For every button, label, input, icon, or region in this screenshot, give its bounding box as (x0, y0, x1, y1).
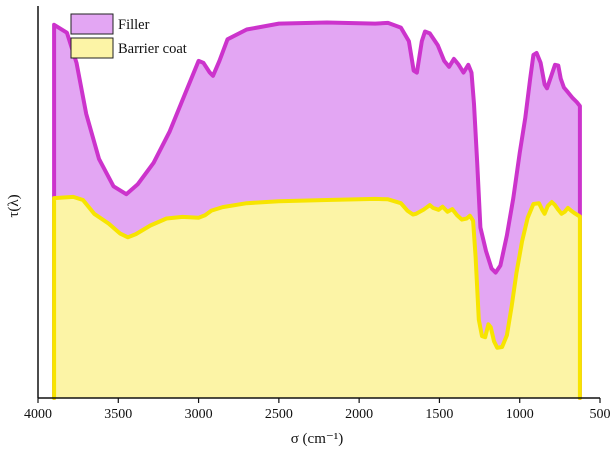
x-tick-label: 1000 (506, 407, 534, 422)
x-tick-label: 3000 (185, 407, 213, 422)
legend: Filler Barrier coat (70, 13, 187, 59)
legend-swatch-barrier-coat (70, 37, 114, 59)
x-tick-label: 3500 (104, 407, 132, 422)
x-ticks: 4000 3500 3000 2500 2000 1500 1000 500 (24, 398, 611, 422)
legend-swatch-filler (70, 13, 114, 35)
x-tick-label: 2500 (265, 407, 293, 422)
axes (37, 6, 600, 399)
plot-series (52, 20, 582, 400)
y-axis-label: τ(λ) (6, 194, 22, 217)
x-tick-label: 2000 (345, 407, 373, 422)
series-area-barrier-coat (54, 196, 580, 398)
x-axis-label: σ (cm⁻¹) (291, 431, 344, 447)
series-line-barrier-coat (52, 194, 582, 400)
x-tick-label: 1500 (425, 407, 453, 422)
x-tick-label: 4000 (24, 407, 52, 422)
legend-label-barrier-coat: Barrier coat (118, 41, 187, 57)
series-line-filler (52, 20, 582, 400)
legend-label-filler: Filler (118, 17, 150, 33)
x-tick-label: 500 (590, 407, 611, 422)
